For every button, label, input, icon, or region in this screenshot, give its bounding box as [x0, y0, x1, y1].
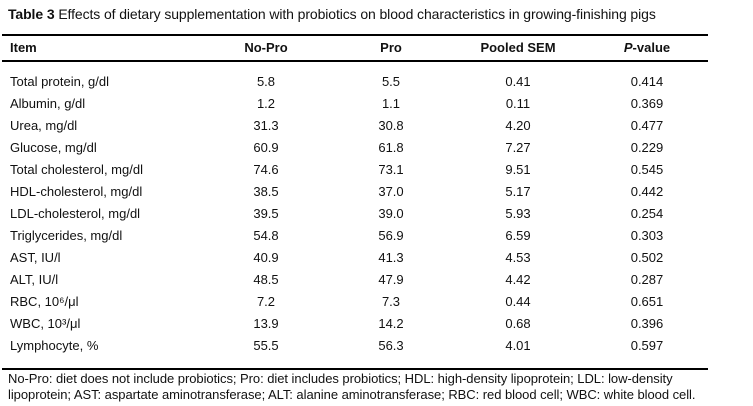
pooled-sem-value: 0.41	[505, 74, 531, 89]
table-row: LDL-cholesterol, mg/dl 39.5 39.0 5.93 0.…	[0, 203, 714, 225]
no-pro-value: 38.5	[253, 184, 279, 199]
table-row: WBC, 10³/μl 13.9 14.2 0.68 0.396	[0, 313, 714, 335]
table-row: RBC, 10⁶/μl 7.2 7.3 0.44 0.651	[0, 291, 714, 313]
no-pro-value: 48.5	[253, 272, 279, 287]
table-footnote: No-Pro: diet does not include probiotics…	[8, 371, 753, 403]
p-value: 0.229	[630, 140, 664, 155]
pro-value: 14.2	[378, 316, 404, 331]
item-label: ALT, IU/l	[10, 272, 59, 287]
no-pro-value: 54.8	[253, 228, 279, 243]
item-label: Glucose, mg/dl	[10, 140, 97, 155]
pro-value: 5.5	[381, 74, 401, 89]
no-pro-value: 1.2	[256, 96, 276, 111]
table-row: ALT, IU/l 48.5 47.9 4.42 0.287	[0, 269, 714, 291]
table-row: Total protein, g/dl 5.8 5.5 0.41 0.414	[0, 71, 714, 93]
item-label: Urea, mg/dl	[10, 118, 78, 133]
footnote-line-1: No-Pro: diet does not include probiotics…	[8, 371, 673, 386]
table-row: HDL-cholesterol, mg/dl 38.5 37.0 5.17 0.…	[0, 181, 714, 203]
pooled-sem-value: 0.44	[505, 294, 531, 309]
p-value: 0.369	[630, 96, 664, 111]
pooled-sem-value: 4.53	[505, 250, 531, 265]
pro-value: 30.8	[378, 118, 404, 133]
p-value: 0.442	[630, 184, 664, 199]
table-row: Glucose, mg/dl 60.9 61.8 7.27 0.229	[0, 137, 714, 159]
pro-value: 41.3	[378, 250, 404, 265]
pooled-sem-value: 5.17	[505, 184, 531, 199]
pooled-sem-value: 0.11	[505, 96, 531, 111]
table-row: Urea, mg/dl 31.3 30.8 4.20 0.477	[0, 115, 714, 137]
p-value: 0.597	[630, 338, 664, 353]
column-header-item: Item	[10, 40, 37, 55]
no-pro-value: 7.2	[256, 294, 276, 309]
pooled-sem-value: 5.93	[505, 206, 531, 221]
bottom-rule	[2, 368, 708, 370]
no-pro-value: 55.5	[253, 338, 279, 353]
pro-value: 37.0	[378, 184, 404, 199]
table-row: Triglycerides, mg/dl 54.8 56.9 6.59 0.30…	[0, 225, 714, 247]
item-label: Total protein, g/dl	[10, 74, 110, 89]
item-label: Triglycerides, mg/dl	[10, 228, 123, 243]
item-label: LDL-cholesterol, mg/dl	[10, 206, 141, 221]
column-header-p-value: P-value	[580, 37, 714, 59]
pooled-sem-value: 6.59	[505, 228, 531, 243]
p-value: 0.545	[630, 162, 664, 177]
item-label: WBC, 10³/μl	[10, 316, 81, 331]
pooled-sem-value: 7.27	[505, 140, 531, 155]
pooled-sem-value: 4.20	[505, 118, 531, 133]
no-pro-value: 60.9	[253, 140, 279, 155]
p-value: 0.414	[630, 74, 664, 89]
table-header-row: Item No-Pro Pro Pooled SEM P-value	[0, 37, 714, 59]
pro-value: 1.1	[381, 96, 401, 111]
p-value: 0.287	[630, 272, 664, 287]
pro-value: 56.3	[378, 338, 404, 353]
column-header-pooled-sem: Pooled SEM	[480, 40, 556, 55]
table-body: Total protein, g/dl 5.8 5.5 0.41 0.414 A…	[0, 71, 714, 357]
table-row: Total cholesterol, mg/dl 74.6 73.1 9.51 …	[0, 159, 714, 181]
item-label: Lymphocyte, %	[10, 338, 99, 353]
p-value: 0.477	[630, 118, 664, 133]
p-value-suffix: -value	[632, 40, 671, 55]
header-rule	[2, 60, 708, 62]
pooled-sem-value: 4.42	[505, 272, 531, 287]
no-pro-value: 74.6	[253, 162, 279, 177]
p-value: 0.396	[630, 316, 664, 331]
item-label: Total cholesterol, mg/dl	[10, 162, 143, 177]
p-value: 0.254	[630, 206, 664, 221]
pro-value: 39.0	[378, 206, 404, 221]
p-value: 0.651	[630, 294, 664, 309]
pro-value: 56.9	[378, 228, 404, 243]
item-label: AST, IU/l	[10, 250, 61, 265]
column-header-no-pro: No-Pro	[244, 40, 288, 55]
table-number: Table 3	[8, 6, 55, 22]
no-pro-value: 13.9	[253, 316, 279, 331]
p-value-italic-p: P	[623, 40, 633, 55]
pooled-sem-value: 9.51	[505, 162, 531, 177]
table-caption-text: Effects of dietary supplementation with …	[58, 6, 656, 22]
no-pro-value: 31.3	[253, 118, 279, 133]
item-label: Albumin, g/dl	[10, 96, 86, 111]
footnote-line-2: lipoprotein; AST: aspartate aminotransfe…	[8, 387, 696, 402]
table-row: Albumin, g/dl 1.2 1.1 0.11 0.369	[0, 93, 714, 115]
table-row: Lymphocyte, % 55.5 56.3 4.01 0.597	[0, 335, 714, 357]
p-value: 0.303	[630, 228, 664, 243]
pro-value: 47.9	[378, 272, 404, 287]
item-label: RBC, 10⁶/μl	[10, 294, 79, 309]
pro-value: 61.8	[378, 140, 404, 155]
table-row: AST, IU/l 40.9 41.3 4.53 0.502	[0, 247, 714, 269]
no-pro-value: 40.9	[253, 250, 279, 265]
column-header-pro: Pro	[380, 40, 402, 55]
pro-value: 7.3	[381, 294, 401, 309]
no-pro-value: 5.8	[256, 74, 276, 89]
pooled-sem-value: 4.01	[505, 338, 531, 353]
item-label: HDL-cholesterol, mg/dl	[10, 184, 143, 199]
pro-value: 73.1	[378, 162, 404, 177]
table-caption: Table 3 Effects of dietary supplementati…	[8, 6, 656, 22]
p-value: 0.502	[630, 250, 664, 265]
top-rule	[2, 34, 708, 36]
pooled-sem-value: 0.68	[505, 316, 531, 331]
no-pro-value: 39.5	[253, 206, 279, 221]
